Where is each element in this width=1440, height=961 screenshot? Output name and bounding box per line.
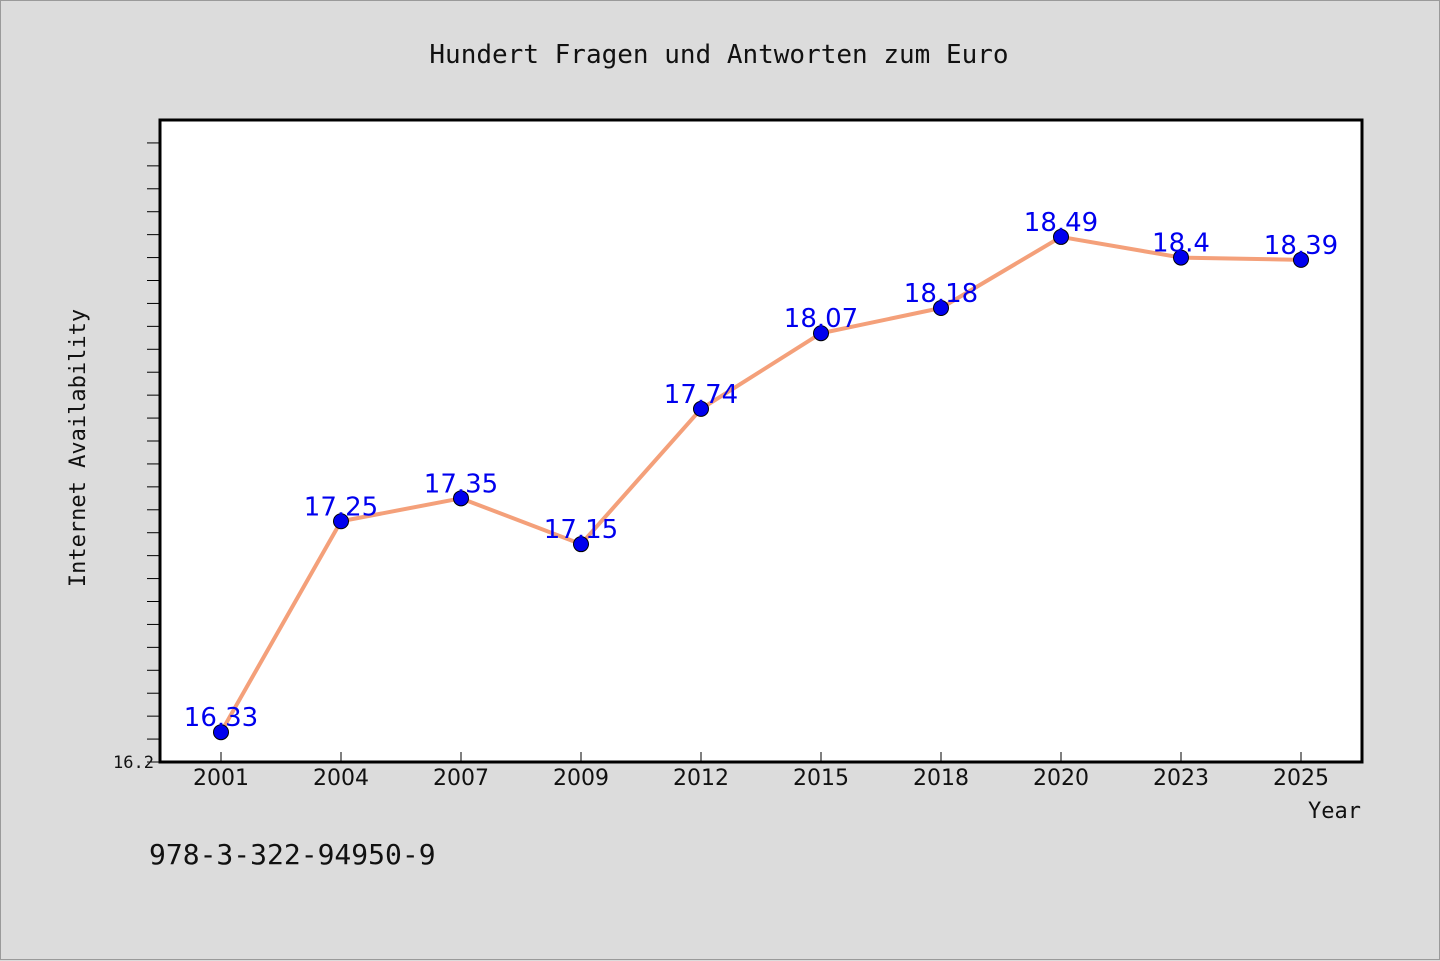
data-label: 17.15 xyxy=(544,515,618,545)
data-point-marker xyxy=(1173,249,1189,266)
chart-title: Hundert Fragen und Antworten zum Euro xyxy=(429,40,1008,70)
data-point-marker xyxy=(453,490,469,507)
x-axis-tick-labels: 2001 2004 2007 2009 2012 2015 2018 2020 2023 2025 xyxy=(193,766,1329,791)
data-label: 17.74 xyxy=(664,380,738,410)
x-tick-label: 2023 xyxy=(1153,766,1209,791)
data-label: 18.4 xyxy=(1152,229,1210,259)
data-point-marker xyxy=(213,724,229,741)
data-point-marker xyxy=(573,536,589,553)
x-tick-label: 2009 xyxy=(553,766,609,791)
isbn-footer: 978-3-322-94950-9 xyxy=(149,838,436,871)
data-point-marker xyxy=(693,400,709,417)
data-label: 17.25 xyxy=(304,492,378,522)
data-label: 18.39 xyxy=(1264,231,1338,261)
data-label: 16.33 xyxy=(184,703,258,733)
series-line xyxy=(219,234,1302,734)
x-tick-label: 2018 xyxy=(913,766,969,791)
data-point-marker xyxy=(1053,228,1069,245)
y-tick-label: 16.2 xyxy=(113,753,154,773)
x-tick-label: 2007 xyxy=(433,766,489,791)
x-tick-label: 2025 xyxy=(1273,766,1329,791)
data-label: 18.49 xyxy=(1024,208,1098,238)
plot-area xyxy=(158,118,1364,764)
y-axis-ticks xyxy=(147,142,160,763)
data-label: 18.18 xyxy=(904,279,978,309)
x-tick-label: 2001 xyxy=(193,766,249,791)
x-tick-label: 2020 xyxy=(1033,766,1089,791)
x-axis-title: Year xyxy=(1308,799,1361,824)
data-point-marker xyxy=(813,325,829,342)
data-label: 17.35 xyxy=(424,469,498,499)
y-axis-title: Internet Availability xyxy=(66,309,91,587)
x-axis-ticks xyxy=(220,752,1302,762)
x-tick-label: 2004 xyxy=(313,766,369,791)
data-label: 18.07 xyxy=(784,304,858,334)
data-point-marker xyxy=(333,513,349,530)
data-point-marker xyxy=(1293,251,1309,268)
x-tick-label: 2015 xyxy=(793,766,849,791)
x-tick-label: 2012 xyxy=(673,766,729,791)
y-axis-tick-labels: 16.2 xyxy=(113,753,154,773)
data-markers xyxy=(213,228,1309,741)
data-labels: 16.33 17.25 17.35 17.15 17.74 18.07 18.18 18.49… xyxy=(184,208,1338,733)
data-point-marker xyxy=(933,300,949,317)
